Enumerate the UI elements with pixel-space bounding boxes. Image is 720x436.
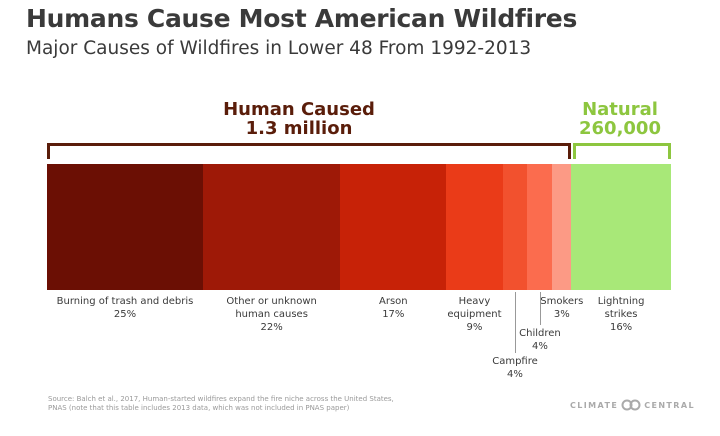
bar-segment-arson	[340, 164, 447, 290]
category-label-arson: Arson 17%	[379, 295, 408, 321]
climate-central-logo: CLIMATE CENTRAL	[570, 399, 695, 411]
category-name: Lightning	[597, 296, 645, 307]
value-label: 16%	[609, 322, 633, 333]
value-label: 4%	[507, 369, 523, 380]
human-group-label: Human Caused	[223, 99, 375, 120]
bar-segment-campfire	[502, 164, 528, 290]
bar-segment-burning-of-trash-and-debris	[47, 164, 204, 290]
category-label-smokers: Smokers 3%	[540, 295, 583, 321]
natural-group-label: Natural	[582, 99, 658, 120]
chart-title: Humans Cause Most American Wildfires	[26, 4, 578, 33]
category-label-lightning-strikes: Lightning strikes 16%	[598, 295, 645, 334]
category-label-heavy-equipment: Heavy equipment 9%	[447, 295, 501, 334]
human-bracket	[47, 143, 571, 159]
leader-line-campfire	[515, 292, 516, 353]
value-label: 4%	[532, 341, 548, 352]
value-label: 9%	[466, 322, 483, 333]
natural-group-total: 260,000	[579, 118, 661, 139]
category-name: strikes	[604, 309, 638, 320]
chart-subtitle: Major Causes of Wildfires in Lower 48 Fr…	[26, 38, 532, 59]
natural-group-heading: Natural 260,000	[570, 100, 670, 138]
bar-segment-children	[527, 164, 553, 290]
category-name: Smokers	[540, 296, 584, 307]
human-group-total: 1.3 million	[245, 118, 353, 139]
category-name: Arson	[379, 296, 408, 307]
brand-left-text: CLIMATE	[570, 400, 619, 410]
category-name: human causes	[235, 309, 308, 320]
source-line-2: PNAS (note that this table includes 2013…	[48, 404, 350, 412]
value-label: 17%	[382, 309, 405, 320]
category-name: Campfire	[492, 356, 538, 367]
category-label-campfire: Campfire 4%	[492, 355, 538, 381]
category-label-other-or-unknown-human-causes: Other or unknown human causes 22%	[226, 295, 316, 334]
category-label-children: Children 4%	[519, 327, 561, 353]
bar-segment-other-or-unknown-human-causes	[203, 164, 341, 290]
bar-segment-heavy-equipment	[446, 164, 504, 290]
bar-segment-lightning-strikes	[571, 164, 672, 290]
value-label: 22%	[260, 322, 283, 333]
source-line-1: Source: Balch et al., 2017, Human-starte…	[48, 395, 394, 403]
human-group-heading: Human Caused 1.3 million	[199, 100, 399, 138]
leader-line-children	[540, 292, 541, 325]
logo-icon	[621, 399, 641, 411]
natural-bracket	[573, 143, 671, 159]
category-name: Other or unknown	[226, 296, 317, 307]
bar-segment-smokers	[552, 164, 572, 290]
category-name: equipment	[447, 309, 502, 320]
category-name: Burning of trash and debris	[56, 296, 194, 307]
category-label-burning-of-trash-and-debris: Burning of trash and debris 25%	[57, 295, 194, 321]
category-name: Heavy	[458, 296, 491, 307]
value-label: 25%	[113, 309, 137, 320]
source-note: Source: Balch et al., 2017, Human-starte…	[48, 395, 394, 413]
brand-right-text: CENTRAL	[644, 400, 695, 410]
value-label: 3%	[553, 309, 570, 320]
category-name: Children	[519, 328, 561, 339]
